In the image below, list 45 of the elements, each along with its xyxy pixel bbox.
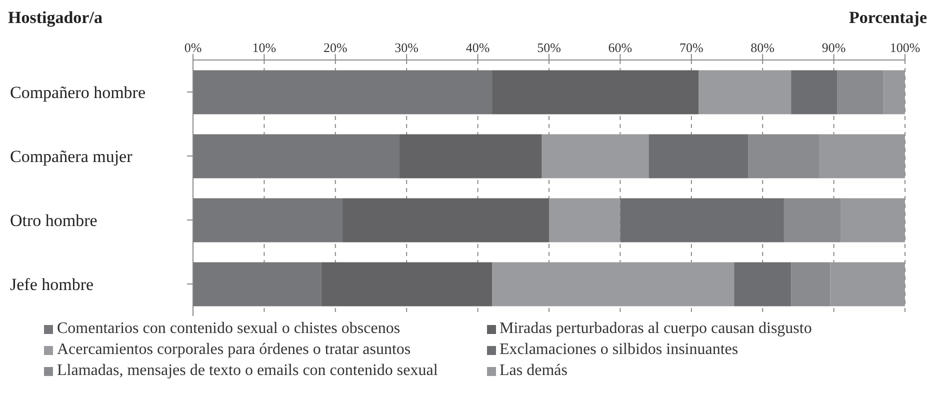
bar [492, 262, 734, 306]
x-tick-label: 60% [608, 40, 632, 55]
bar [791, 262, 830, 306]
y-tick-label: Compañera mujer [10, 147, 133, 166]
x-tick-label: 100% [890, 40, 920, 55]
bar [321, 262, 492, 306]
legend-label: Acercamientos corporales para órdenes o tratar asuntos [57, 341, 411, 359]
legend-label: Las demás [500, 362, 568, 380]
bar [193, 134, 400, 178]
bar [193, 70, 492, 114]
legend-label: Exclamaciones o silbidos insinuantes [500, 341, 738, 359]
legend-label: Llamadas, mensajes de texto o emails con contenido sexual [57, 362, 438, 380]
x-tick-label: 70% [679, 40, 704, 55]
y-tick-label: Compañero hombre [10, 83, 146, 102]
x-tick-label: 50% [537, 40, 562, 55]
x-axis-title: Porcentaje [848, 8, 927, 29]
x-tick-label: 30% [394, 40, 419, 55]
x-tick-label: 0% [184, 40, 202, 55]
bar [542, 134, 649, 178]
bar [820, 134, 905, 178]
bar [193, 198, 343, 242]
bar [399, 134, 542, 178]
y-tick-label: Otro hombre [10, 211, 98, 230]
legend-label: Miradas perturbadoras al cuerpo causan disgusto [500, 320, 812, 338]
bar [830, 262, 905, 306]
x-tick-label: 40% [466, 40, 490, 55]
bar [884, 70, 905, 114]
bar [837, 70, 884, 114]
bar [648, 134, 748, 178]
x-tick-label: 80% [750, 40, 775, 55]
x-tick-label: 90% [822, 40, 846, 55]
legend-label: Comentarios con contenido sexual o chistes obscenos [57, 320, 400, 338]
bar [791, 70, 838, 114]
bar [492, 70, 699, 114]
bar [342, 198, 549, 242]
bar [734, 262, 792, 306]
bar [840, 198, 905, 242]
bar [698, 70, 792, 114]
bar [193, 262, 322, 306]
y-tick-label: Jefe hombre [10, 275, 94, 294]
x-tick-label: 20% [323, 40, 348, 55]
bar [620, 198, 784, 242]
y-axis-title: Hostigador/a [8, 8, 102, 29]
bar [549, 198, 620, 242]
x-tick-label: 10% [252, 40, 276, 55]
